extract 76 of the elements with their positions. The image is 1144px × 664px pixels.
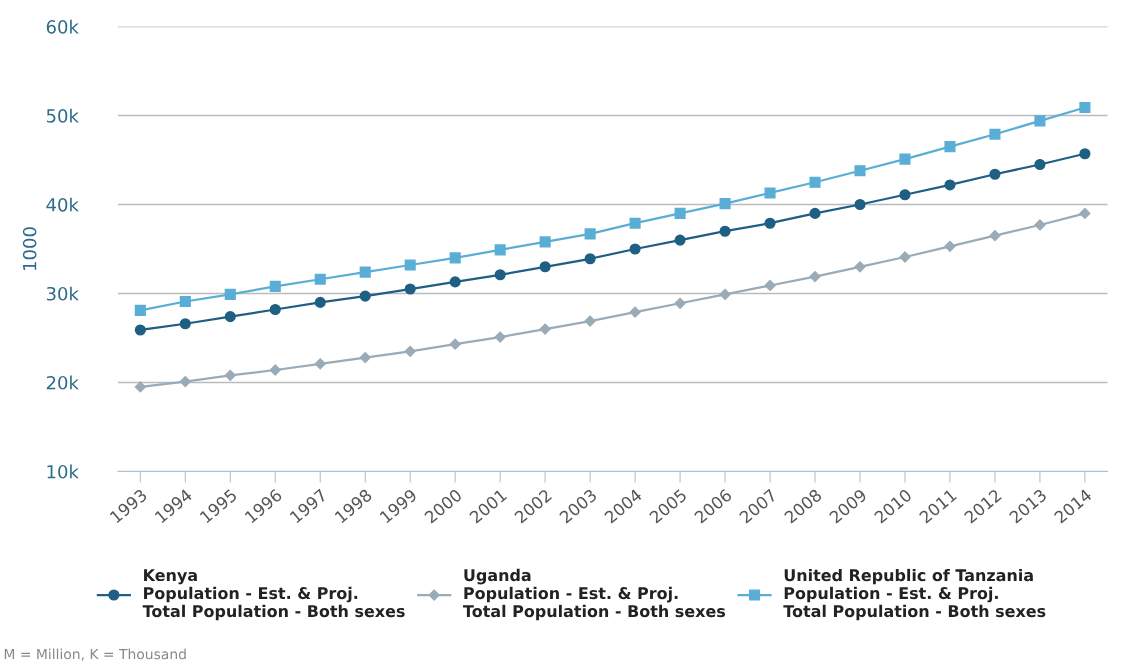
- point: [764, 217, 776, 229]
- y-tick-label: 10k: [47, 464, 79, 479]
- point: [584, 228, 596, 240]
- point: [944, 179, 956, 191]
- point: [674, 297, 686, 309]
- point: [359, 266, 371, 278]
- point: [1079, 101, 1091, 114]
- point: [359, 290, 371, 302]
- point: [224, 369, 236, 381]
- point: [449, 252, 461, 264]
- point: [314, 296, 326, 308]
- point: [719, 225, 731, 237]
- point: [674, 234, 686, 246]
- y-tick-label: 20k: [46, 375, 79, 390]
- point: [179, 295, 191, 308]
- y-tick-label: 50k: [46, 108, 79, 123]
- point: [629, 217, 641, 229]
- y-tick-label: 40k: [46, 197, 79, 212]
- point: [1034, 219, 1046, 231]
- point: [134, 381, 146, 393]
- legend-label: United Republic of Tanzania Population - Est. & Proj. Total Population - Both sexes: [783, 568, 1046, 621]
- point: [134, 304, 146, 316]
- point: [854, 165, 866, 177]
- point: [764, 279, 776, 292]
- y-tick-label: 30k: [46, 286, 79, 301]
- point: [449, 338, 461, 350]
- point: [314, 358, 326, 370]
- point: [1079, 148, 1091, 160]
- point: [719, 198, 731, 210]
- text: M = Million, K = Thousand: [4, 648, 186, 661]
- point: [1034, 158, 1046, 171]
- point: [944, 240, 956, 252]
- point: [764, 187, 776, 199]
- point: [809, 270, 821, 283]
- point: [539, 261, 551, 273]
- point: [719, 288, 731, 300]
- y-tick-label: 60k: [46, 19, 79, 34]
- point: [1034, 115, 1046, 127]
- point: [404, 259, 416, 271]
- point: [314, 273, 326, 285]
- point: [179, 318, 191, 330]
- point: [494, 331, 506, 343]
- point: [989, 128, 1001, 140]
- point: [269, 303, 281, 316]
- point: [809, 207, 821, 219]
- point: [539, 323, 551, 335]
- point: [854, 198, 866, 211]
- point: [449, 276, 461, 288]
- point: [809, 176, 821, 188]
- point: [989, 168, 1001, 180]
- point: [944, 141, 956, 153]
- point: [584, 315, 596, 327]
- legend-label: Kenya Population - Est. & Proj. Total Population - Both sexes: [142, 569, 405, 621]
- point: [359, 351, 371, 364]
- point: [629, 243, 641, 255]
- point: [404, 345, 416, 357]
- point: [494, 244, 506, 256]
- point: [179, 375, 191, 388]
- point: [674, 207, 686, 219]
- y-axis-title: 1000: [22, 227, 37, 270]
- point: [224, 311, 236, 323]
- point: [404, 283, 416, 295]
- point: [494, 269, 506, 281]
- point: [224, 288, 236, 300]
- point: [269, 280, 281, 292]
- point: [989, 230, 1001, 242]
- point: [854, 261, 866, 273]
- point: [629, 306, 641, 318]
- legend-label: Uganda Population - Est. & Proj. Total Population - Both sexes: [463, 568, 726, 621]
- point: [269, 364, 281, 376]
- point: [134, 324, 146, 336]
- point: [899, 153, 911, 165]
- point: [584, 253, 596, 265]
- point: [1079, 207, 1091, 220]
- point: [539, 236, 551, 248]
- point: [899, 189, 911, 201]
